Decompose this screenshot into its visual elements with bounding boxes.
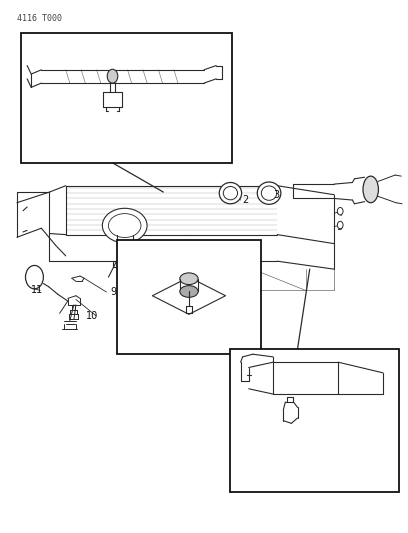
Circle shape [337,221,343,229]
Text: 1: 1 [60,126,66,136]
Bar [117,240,261,354]
Ellipse shape [257,182,281,204]
Bar [231,349,399,492]
Text: 4116 T000: 4116 T000 [17,14,62,23]
Text: 8: 8 [194,328,200,338]
Ellipse shape [180,286,198,297]
Text: 9: 9 [111,287,117,297]
Ellipse shape [109,214,141,238]
Text: 3: 3 [273,190,279,200]
Circle shape [25,265,43,289]
Text: 2: 2 [243,195,249,205]
Text: 1: 1 [259,445,265,455]
Ellipse shape [102,208,147,243]
Text: 4: 4 [336,208,342,219]
Text: 6: 6 [147,254,153,263]
Ellipse shape [262,186,277,200]
Bar [21,33,233,163]
Ellipse shape [363,176,379,203]
Ellipse shape [180,273,198,285]
Text: 10: 10 [86,311,98,321]
Circle shape [337,207,343,215]
Text: 5: 5 [336,222,342,232]
Text: 11: 11 [31,286,43,295]
Text: 7: 7 [222,286,228,295]
Ellipse shape [219,182,242,204]
Ellipse shape [223,187,237,200]
Circle shape [107,69,118,83]
